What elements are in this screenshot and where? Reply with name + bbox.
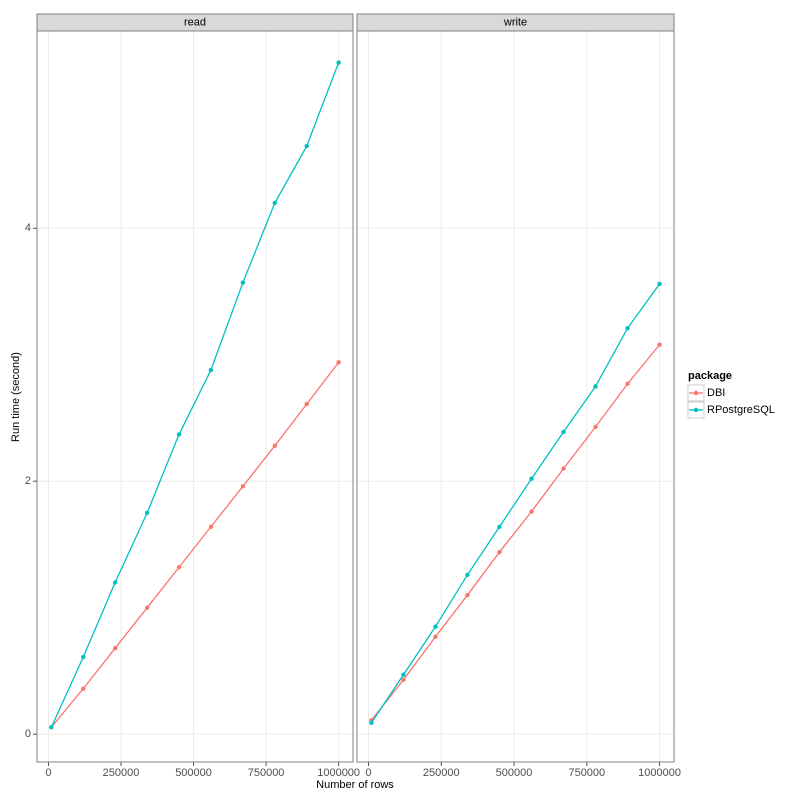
- x-tick-label: 0: [365, 767, 371, 779]
- x-tick-label: 1000000: [317, 767, 360, 779]
- series-line: [370, 283, 661, 724]
- data-point: [465, 592, 470, 598]
- x-tick-label: 1000000: [638, 767, 681, 779]
- x-tick-label: 0: [45, 767, 51, 779]
- x-axis-label: Number of rows: [316, 779, 394, 791]
- data-point: [304, 143, 309, 149]
- data-point: [81, 654, 86, 660]
- facet-strip: [36, 13, 354, 32]
- series-line: [50, 62, 340, 728]
- y-tick-label: 4: [25, 222, 31, 234]
- y-tick-label: 2: [25, 475, 31, 487]
- data-point: [401, 672, 406, 677]
- data-point: [561, 429, 566, 435]
- x-tick-label: 750000: [248, 767, 285, 779]
- data-point: [657, 342, 662, 347]
- data-point: [144, 605, 150, 610]
- x-tick-label: 250000: [103, 767, 140, 779]
- legend-point: [693, 407, 699, 413]
- data-point: [529, 476, 534, 481]
- data-point: [49, 725, 54, 730]
- data-point: [113, 645, 118, 651]
- facet-strip: [356, 13, 675, 32]
- x-tick-label: 500000: [496, 767, 533, 779]
- data-point: [208, 524, 214, 529]
- data-point: [272, 200, 277, 206]
- data-point: [113, 580, 118, 585]
- data-point: [529, 509, 534, 514]
- data-point: [336, 60, 341, 65]
- data-point: [433, 624, 438, 629]
- data-point: [593, 384, 598, 389]
- facet-title: read: [184, 16, 206, 28]
- series-line: [370, 344, 661, 721]
- data-point: [625, 326, 630, 331]
- facet-title: write: [503, 16, 527, 28]
- x-tick-label: 500000: [175, 767, 212, 779]
- legend-label: DBI: [707, 387, 725, 399]
- data-point: [81, 686, 86, 691]
- x-tick-label: 250000: [423, 767, 460, 779]
- data-point: [272, 443, 277, 449]
- x-tick-label: 750000: [568, 767, 605, 779]
- y-tick-label: 0: [25, 728, 31, 740]
- data-point: [240, 280, 246, 285]
- data-point: [433, 634, 438, 639]
- legend-label: RPostgreSQL: [707, 404, 775, 416]
- data-point: [304, 401, 309, 407]
- legend-title: package: [688, 370, 732, 382]
- data-point: [497, 549, 502, 555]
- panel-background: [37, 31, 353, 762]
- data-point: [369, 720, 374, 725]
- data-point: [401, 677, 406, 682]
- data-point: [657, 281, 662, 287]
- y-axis-label: Run time (second): [10, 352, 22, 442]
- data-point: [465, 572, 470, 578]
- data-point: [208, 367, 214, 373]
- data-point: [561, 466, 566, 471]
- series-line: [50, 361, 340, 728]
- data-point: [497, 524, 502, 529]
- data-point: [240, 484, 246, 489]
- data-point: [176, 565, 182, 570]
- legend-point: [693, 390, 699, 396]
- data-point: [176, 432, 182, 437]
- data-point: [336, 360, 341, 365]
- data-point: [593, 424, 598, 430]
- data-point: [144, 510, 150, 516]
- data-point: [625, 381, 630, 387]
- panel-background: [357, 31, 674, 762]
